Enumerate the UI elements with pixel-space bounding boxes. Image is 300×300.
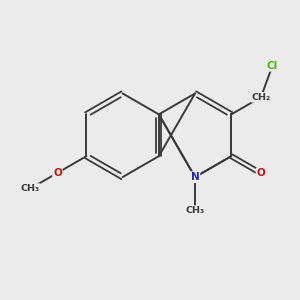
Text: N: N xyxy=(191,172,200,182)
Text: CH₂: CH₂ xyxy=(251,93,271,102)
Text: CH₃: CH₃ xyxy=(185,206,205,215)
Text: CH₃: CH₃ xyxy=(21,184,40,193)
Text: O: O xyxy=(256,168,265,178)
Text: Cl: Cl xyxy=(267,61,278,71)
Text: O: O xyxy=(53,168,62,178)
